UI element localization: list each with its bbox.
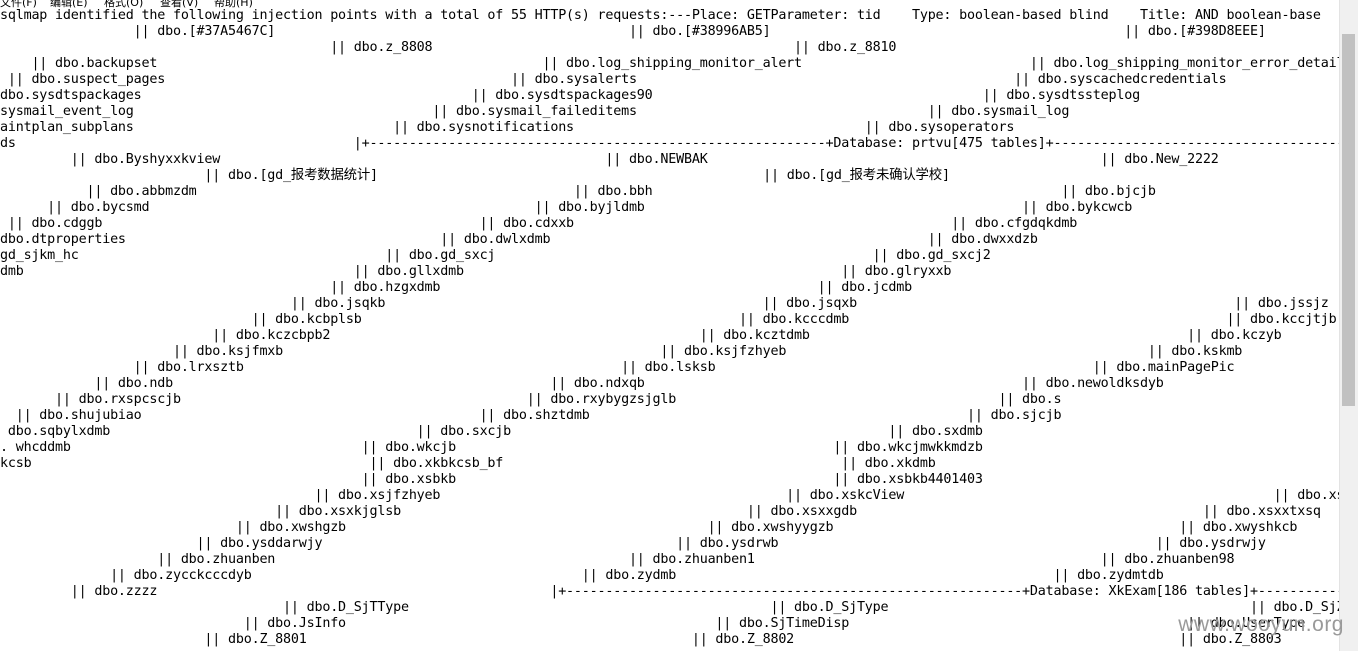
menu-bar: 文件(F) 编辑(E) 格式(O) 查看(V) 帮助(H) [0, 0, 1340, 9]
text-line: || dbo.xwshgzb || dbo.xwshyygzb || dbo.x… [0, 520, 1298, 535]
menu-file[interactable]: 文件(F) [0, 0, 37, 9]
text-line: || dbo.zycckcccdyb || dbo.zydmb || dbo.z… [0, 568, 1164, 583]
text-line: || dbo.z_8808 || dbo.z_8810 [0, 40, 897, 55]
text-line: || dbo.kcbplsb || dbo.kcccdmb || dbo.kcc… [0, 312, 1337, 327]
text-line: ds |+-----------------------------------… [0, 136, 1340, 151]
text-line: dbo.sqbylxdmb || dbo.sxcjb || dbo.sxdmb [0, 424, 983, 439]
text-line: || dbo.bycsmd || dbo.byjldmb || dbo.bykc… [0, 200, 1133, 215]
text-line: || dbo.kczcbpb2 || dbo.kcztdmb || dbo.kc… [0, 328, 1282, 343]
text-line: dbo.sysdtspackages || dbo.sysdtspackages… [0, 88, 1140, 103]
text-line: kcsb || dbo.xkbkcsb_bf || dbo.xkdmb [0, 456, 936, 471]
menu-format[interactable]: 格式(O) [104, 0, 144, 9]
text-line: || dbo.suspect_pages || dbo.sysalerts ||… [0, 72, 1227, 87]
text-line: || dbo.ysddarwjy || dbo.ysdrwb || dbo.ys… [0, 536, 1266, 551]
text-line: || dbo.ksjfmxb || dbo.ksjfzhyeb || dbo.k… [0, 344, 1243, 359]
text-line: || dbo.hzgxdmb || dbo.jcdmb || dbo. [0, 280, 1340, 295]
text-line: || dbo.xsxkjglsb || dbo.xsxxgdb || dbo.x… [0, 504, 1321, 519]
text-line: sqlmap identified the following injectio… [0, 8, 1321, 23]
text-line: || dbo.[gd_报考数据统计] || dbo.[gd_报考未确认学校] [0, 168, 950, 183]
menu-help[interactable]: 帮助(H) [214, 0, 253, 9]
text-line: || dbo.xsjfzhyeb || dbo.xskcView || dbo.… [0, 488, 1340, 503]
text-line: || dbo.cdggb || dbo.cdxxb || dbo.cfgdqkd… [0, 216, 1078, 231]
text-line: || dbo.abbmzdm || dbo.bbh || dbo.bjcjb [0, 184, 1156, 199]
vertical-scrollbar[interactable] [1339, 0, 1358, 651]
text-line: || dbo.backupset || dbo.log_shipping_mon… [0, 56, 1340, 71]
menu-edit[interactable]: 编辑(E) [50, 0, 88, 9]
text-line: || dbo.[#37A5467C] || dbo.[#38996AB5] ||… [133, 24, 1266, 39]
text-line: || dbo.JsInfo || dbo.SjTimeDisp || dbo.U… [0, 616, 1306, 631]
text-line: aintplan_subplans || dbo.sysnotification… [0, 120, 1340, 135]
text-line: || dbo.rxspcscjb || dbo.rxybygzsjglb || … [0, 392, 1062, 407]
text-line: . whcddmb || dbo.wkcjb || dbo.wkcjmwkkmd… [0, 440, 983, 455]
text-line: gd_sjkm_hc || dbo.gd_sxcj || dbo.gd_sxcj… [0, 248, 991, 263]
text-editor-area[interactable]: sqlmap identified the following injectio… [0, 8, 1340, 651]
text-line: dmb || dbo.gllxdmb || dbo.glryxxb || [0, 264, 1340, 279]
text-line: || dbo.jsqkb || dbo.jsqxb || dbo.jssjz [0, 296, 1329, 311]
text-line: || dbo.Byshyxxkview || dbo.NEWBAK || dbo… [0, 152, 1219, 167]
text-line: || dbo.shujubiao || dbo.shztdmb || dbo.s… [0, 408, 1062, 423]
text-line: || dbo.D_SjTType || dbo.D_SjType || dbo.… [0, 600, 1340, 615]
text-line: sysmail_event_log || dbo.sysmail_failedi… [0, 104, 1070, 119]
menu-view[interactable]: 查看(V) [160, 0, 199, 9]
text-line: || dbo.zhuanben || dbo.zhuanben1 || dbo.… [0, 552, 1235, 567]
text-line: || dbo.Z_8801 || dbo.Z_8802 || dbo.Z_880… [0, 632, 1282, 647]
text-line: || dbo.lrxsztb || dbo.lsksb || dbo.mainP… [0, 360, 1235, 375]
scrollbar-thumb[interactable] [1342, 34, 1355, 406]
text-line: || dbo.ndb || dbo.ndxqb || dbo.newoldksd… [0, 376, 1164, 391]
text-line: dbo.dtproperties || dbo.dwlxdmb || dbo.d… [0, 232, 1038, 247]
watermark: www.wooyun.org [1178, 613, 1344, 636]
text-line: || dbo.zzzz |+--------------------------… [0, 584, 1340, 599]
text-line: || dbo.xsbkb || dbo.xsbkb4401403 || db [0, 472, 1340, 487]
